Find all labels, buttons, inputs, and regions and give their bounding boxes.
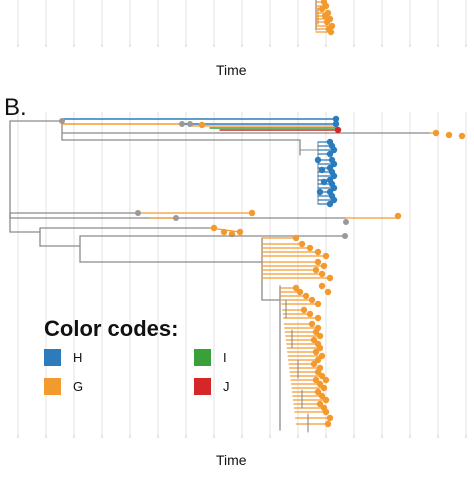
tip-h: [326, 200, 334, 208]
tip-g: [326, 274, 334, 282]
tip-g: [314, 356, 322, 364]
internal-node: [173, 215, 179, 221]
tip-g: [312, 266, 320, 274]
tip-g: [432, 129, 440, 137]
tip-g: [320, 262, 328, 270]
panel-b-grid: [17, 112, 467, 438]
tip-g: [298, 240, 306, 248]
tip-g: [306, 244, 314, 252]
tip-g: [318, 392, 326, 400]
tip-g: [236, 228, 244, 236]
tip-g: [318, 270, 326, 278]
tip-h: [332, 115, 340, 123]
legend-title: Color codes:: [44, 316, 179, 341]
legend-swatch-i: [194, 349, 211, 366]
tip-g: [318, 372, 326, 380]
legend-swatch-j: [194, 378, 211, 395]
legend-label-i: I: [223, 350, 227, 365]
tip-g: [312, 328, 320, 336]
tip-j: [334, 126, 342, 134]
tip-g: [308, 296, 316, 304]
tip-g: [248, 209, 256, 217]
panel-b-x-axis-title: Time: [216, 452, 247, 468]
tip-g: [314, 258, 322, 266]
tip-g: [310, 336, 318, 344]
legend-item-h: H: [44, 349, 82, 366]
panel-b-tree: [9, 115, 466, 433]
tip-g: [314, 314, 322, 322]
tip-h: [314, 156, 322, 164]
tip-h: [326, 150, 334, 158]
tip-g: [306, 310, 314, 318]
tip-g: [322, 252, 330, 260]
tip-g: [198, 121, 206, 129]
tip-g: [300, 306, 308, 314]
legend-label-j: J: [223, 379, 230, 394]
legend-label-g: G: [73, 379, 84, 394]
tip-g: [314, 248, 322, 256]
tip-g: [316, 380, 324, 388]
tip-g: [322, 408, 330, 416]
legend-swatch-g: [44, 378, 61, 395]
internal-node: [59, 118, 65, 124]
tip-g: [316, 332, 324, 340]
tip-h: [316, 188, 324, 196]
panel-b-label: B.: [4, 94, 27, 121]
tip-g: [324, 288, 332, 296]
internal-node: [343, 219, 349, 225]
legend-item-g: G: [44, 378, 83, 395]
legend-item-j: J: [194, 378, 230, 395]
tip-g: [310, 360, 318, 368]
internal-node: [135, 210, 141, 216]
tip-g: [318, 282, 326, 290]
tip-g: [312, 348, 320, 356]
tip-g: [316, 400, 324, 408]
legend-item-i: I: [194, 349, 227, 366]
tip-g: [312, 376, 320, 384]
tip-h: [332, 120, 340, 128]
tip-g: [326, 414, 334, 422]
tip-g: [296, 288, 304, 296]
tip-g: [324, 420, 332, 428]
tip-g: [316, 344, 324, 352]
panel-a-tree: [315, 0, 336, 36]
tip-g: [314, 388, 322, 396]
tip-g: [314, 368, 322, 376]
panel-a-x-axis-title: Time: [216, 62, 247, 78]
tip-g: [321, 12, 329, 20]
tip-h: [320, 178, 328, 186]
tip-g: [292, 284, 300, 292]
tip-g: [322, 396, 330, 404]
internal-node: [187, 121, 193, 127]
tip-g: [292, 234, 300, 242]
panel-a-grid: [17, 0, 467, 47]
tip-g: [210, 224, 218, 232]
tip-h: [330, 172, 338, 180]
tip-g: [302, 292, 310, 300]
tip-g: [394, 212, 402, 220]
tip-g: [318, 5, 326, 13]
tip-h: [330, 196, 338, 204]
tip-g: [318, 352, 326, 360]
tip-h: [330, 184, 338, 192]
legend-label-h: H: [73, 350, 83, 365]
tip-g: [322, 376, 330, 384]
internal-node: [342, 233, 348, 239]
tip-g: [445, 131, 453, 139]
tip-h: [318, 166, 326, 174]
internal-node: [179, 121, 185, 127]
tip-h: [330, 160, 338, 168]
tip-g: [308, 320, 316, 328]
tip-g: [323, 18, 331, 26]
tip-h: [330, 146, 338, 154]
tip-g: [327, 28, 335, 36]
legend-swatch-h: [44, 349, 61, 366]
tip-g: [458, 132, 466, 140]
tip-g: [220, 228, 228, 236]
tip-g: [314, 300, 322, 308]
tip-g: [320, 384, 328, 392]
